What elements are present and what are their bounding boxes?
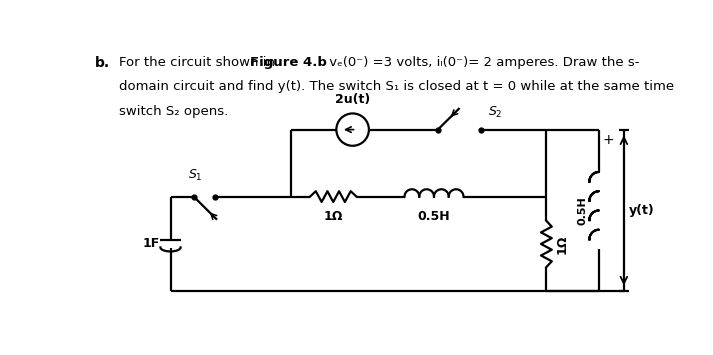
Text: $S_1$: $S_1$ xyxy=(188,168,202,183)
Text: switch S₂ opens.: switch S₂ opens. xyxy=(118,105,228,118)
Text: 2u(t): 2u(t) xyxy=(335,93,370,106)
Text: 1Ω: 1Ω xyxy=(324,211,343,223)
Text: y(t): y(t) xyxy=(629,204,655,217)
Text: b.: b. xyxy=(96,56,111,70)
Text: 1Ω: 1Ω xyxy=(555,234,569,253)
Text: 0.5H: 0.5H xyxy=(418,211,451,223)
Text: Figure 4.b: Figure 4.b xyxy=(250,56,327,69)
Text: $S_2$: $S_2$ xyxy=(488,105,503,120)
Text: +: + xyxy=(603,133,615,147)
Text: 1F: 1F xyxy=(143,237,160,251)
Text: domain circuit and find y(t). The switch S₁ is closed at t = 0 while at the same: domain circuit and find y(t). The switch… xyxy=(118,80,674,93)
Text: For the circuit shown in: For the circuit shown in xyxy=(118,56,279,69)
Text: vₑ(0⁻) =3 volts, iₗ(0⁻)= 2 amperes. Draw the s-: vₑ(0⁻) =3 volts, iₗ(0⁻)= 2 amperes. Draw… xyxy=(324,56,640,69)
Text: 0.5H: 0.5H xyxy=(577,196,587,225)
